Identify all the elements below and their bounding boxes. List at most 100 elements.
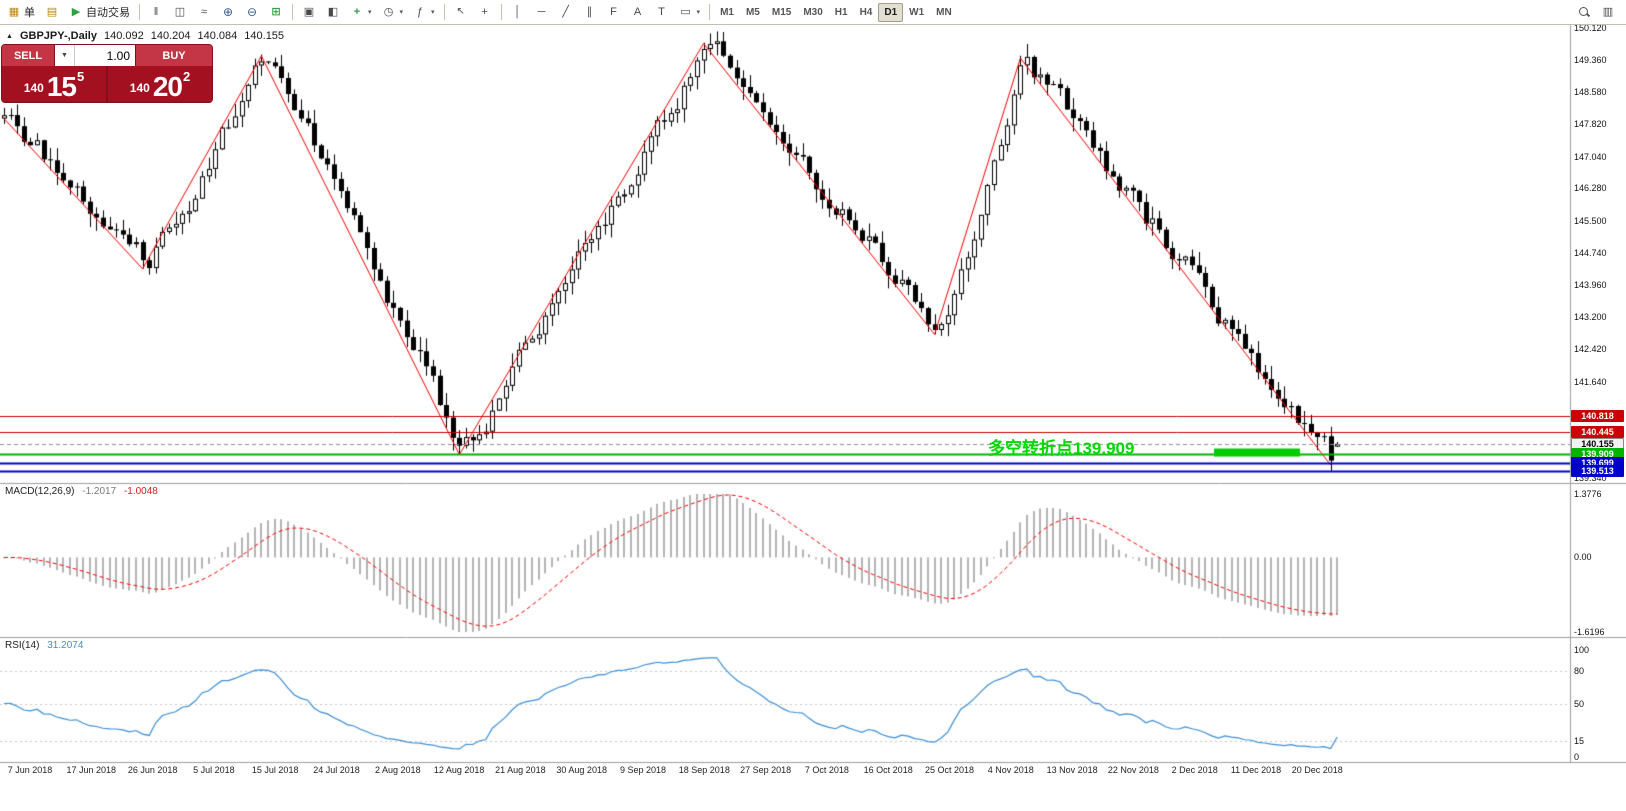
dropdown-arrow-icon[interactable]: ▾ — [696, 9, 701, 16]
toolbar-right-group: ▥ — [1572, 2, 1620, 22]
date-label: 5 Jul 2018 — [193, 765, 235, 775]
indicators-icon: ƒ — [416, 6, 424, 18]
sell-price-button[interactable]: 140 15 5 — [2, 66, 106, 102]
tile-windows-icon: ⊞ — [271, 6, 281, 18]
date-label: 27 Sep 2018 — [740, 765, 792, 775]
tile-windows-button[interactable]: ⊞ — [265, 2, 287, 22]
timeframe-h4[interactable]: H4 — [859, 6, 873, 18]
toolbar-separator — [292, 4, 293, 20]
new-order-icon: + — [353, 6, 361, 18]
equidistant-channel-button[interactable]: ∥ — [579, 2, 601, 22]
sell-button[interactable]: SELL — [2, 45, 54, 66]
horizontal-line-button[interactable]: ─ — [531, 2, 553, 22]
rsi-axis-label: 100 — [1574, 645, 1590, 655]
price-axis-label: 141.640 — [1574, 376, 1607, 387]
new-order-button[interactable]: + ▾ — [346, 2, 376, 22]
buy-price-sup: 2 — [182, 69, 191, 84]
dropdown-arrow-icon[interactable]: ▾ — [399, 9, 404, 16]
cascade-windows-button[interactable]: ▣ — [298, 2, 320, 22]
vertical-line-button[interactable]: │ — [507, 2, 529, 22]
date-label: 12 Aug 2018 — [433, 765, 485, 775]
date-label: 30 Aug 2018 — [556, 765, 607, 775]
date-label: 9 Sep 2018 — [619, 765, 667, 775]
price-axis-label: 139.340 — [1574, 473, 1607, 483]
cursor-arrow-button[interactable]: ↖ — [450, 2, 472, 22]
trade-panel-prices: 140 15 5 140 20 2 — [2, 66, 212, 102]
layers-button[interactable]: ▤ — [41, 2, 63, 22]
ohlc-low: 140.084 — [197, 30, 238, 42]
order-grid-button[interactable]: ▦ 单 — [3, 2, 39, 22]
rsi-axis-label: 50 — [1574, 698, 1585, 709]
date-label: 17 Jun 2018 — [66, 765, 117, 775]
turning-point-annotation: 多空转折点139.909 — [988, 439, 1135, 458]
price-axis-label: 147.820 — [1574, 119, 1607, 129]
timeframe-m1[interactable]: M1 — [720, 6, 734, 18]
data-window-button[interactable]: ▥ — [1597, 2, 1619, 22]
symbol-ohlc-readout: GBPJPY-,Daily 140.092 140.204 140.084 14… — [6, 30, 284, 42]
zoom-out-button[interactable]: ⊖ — [241, 2, 263, 22]
timeframe-m15[interactable]: M15 — [771, 6, 792, 18]
buy-button[interactable]: BUY — [136, 45, 212, 66]
trendline-button[interactable]: ╱ — [555, 2, 577, 22]
rsi-value: 31.2074 — [47, 640, 84, 651]
arrange-windows-button[interactable]: ◧ — [322, 2, 344, 22]
autotrade-play-icon: ▶ — [71, 6, 81, 18]
price-level-badge: 140.445 — [1571, 425, 1624, 438]
line-chart-button[interactable]: ≈ — [193, 2, 215, 22]
zoom-in-button[interactable]: ⊕ — [217, 2, 239, 22]
ohlc-high: 140.204 — [150, 30, 191, 42]
price-axis-label: 150.120 — [1574, 23, 1607, 33]
buy-price-big: 20 — [152, 71, 183, 102]
dropdown-arrow-icon[interactable]: ▾ — [431, 9, 435, 16]
text-label-button[interactable]: T — [651, 2, 673, 22]
bar-chart-button[interactable]: ‖ — [145, 2, 167, 22]
crosshair-button[interactable]: + — [474, 2, 496, 22]
autotrade-play-label: 自动交易 — [86, 7, 130, 19]
trade-panel-controls: SELL BUY — [2, 45, 212, 66]
date-label: 20 Dec 2018 — [1291, 765, 1343, 775]
search-button[interactable] — [1573, 2, 1595, 22]
buy-price-button[interactable]: 140 20 2 — [108, 66, 212, 102]
line-chart-icon: ≈ — [200, 6, 208, 18]
bar-chart-icon: ‖ — [153, 6, 159, 18]
text-button[interactable]: A — [627, 2, 649, 22]
date-label: 22 Nov 2018 — [1107, 765, 1159, 775]
timeframe-h1[interactable]: H1 — [834, 6, 848, 18]
timeframe-d1[interactable]: D1 — [878, 2, 904, 22]
autotrade-play-button[interactable]: ▶ 自动交易 — [65, 2, 134, 22]
price-level-badge: 140.818 — [1571, 410, 1624, 423]
timeframe-m30[interactable]: M30 — [803, 6, 823, 18]
fibonacci-button[interactable]: F — [603, 2, 625, 22]
data-window-icon: ▥ — [1602, 6, 1614, 18]
macd-axis-label: -1.6196 — [1574, 627, 1605, 637]
timeframe-w1[interactable]: W1 — [909, 6, 925, 18]
timeframe-m5[interactable]: M5 — [745, 6, 760, 18]
date-label: 16 Oct 2018 — [863, 765, 913, 775]
sell-price-big: 15 — [46, 71, 77, 102]
toolbar-separator — [500, 4, 502, 20]
cursor-arrow-icon: ↖ — [456, 6, 465, 17]
volume-input[interactable] — [74, 45, 136, 66]
candlestick-chart-button[interactable]: ◫ — [169, 2, 191, 22]
shapes-button[interactable]: ▭ ▾ — [675, 2, 705, 22]
rsi-axis-label: 0 — [1574, 752, 1580, 762]
clock-icon: ◷ — [383, 6, 394, 18]
timeframe-mn[interactable]: MN — [936, 6, 952, 18]
date-label: 13 Nov 2018 — [1046, 765, 1098, 775]
volume-dropdown-icon[interactable] — [54, 45, 74, 66]
date-label: 4 Nov 2018 — [987, 765, 1034, 775]
sell-price-small: 140 — [23, 81, 44, 95]
clock-button[interactable]: ◷ ▾ — [378, 2, 408, 22]
collapse-panel-icon[interactable] — [6, 33, 13, 40]
zoom-in-icon: ⊕ — [222, 5, 234, 19]
rsi-indicator-label: RSI(14) 31.2074 — [5, 640, 88, 651]
date-label: 7 Jun 2018 — [7, 765, 53, 775]
price-axis-label: 143.960 — [1574, 280, 1607, 291]
indicators-button[interactable]: ƒ ▾ — [409, 2, 439, 22]
dropdown-arrow-icon[interactable]: ▾ — [368, 9, 372, 16]
buy-price-small: 140 — [129, 81, 150, 95]
horizontal-line-icon: ─ — [537, 6, 546, 18]
macd-name: MACD(12,26,9) — [5, 486, 75, 497]
